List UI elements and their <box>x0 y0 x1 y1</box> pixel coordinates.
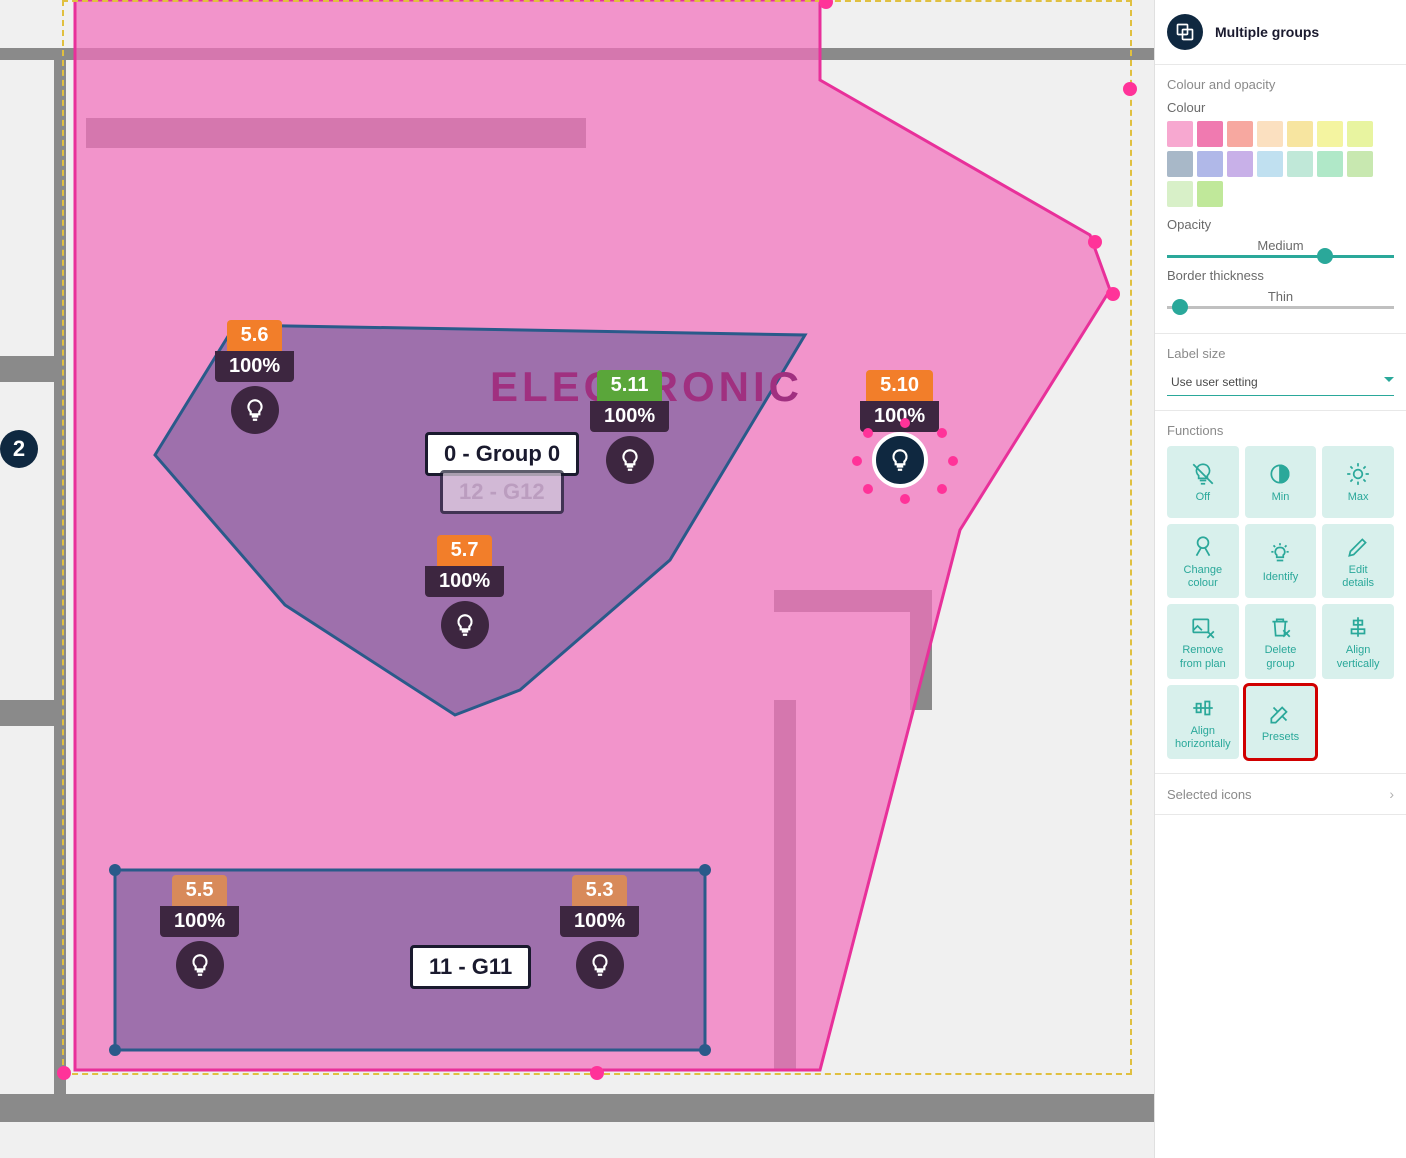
align-v-icon <box>1345 614 1371 640</box>
panel-title: Multiple groups <box>1215 24 1319 40</box>
remove-from-plan-button[interactable]: Removefrom plan <box>1167 604 1239 678</box>
colour-swatch[interactable] <box>1227 151 1253 177</box>
colour-opacity-section: Colour and opacity Colour Opacity Medium… <box>1155 65 1406 334</box>
fn-label: Alignhorizontally <box>1175 725 1231 751</box>
colour-swatch[interactable] <box>1347 121 1373 147</box>
label-size-section: Label size Use user setting <box>1155 334 1406 411</box>
fn-label: Editdetails <box>1342 564 1374 590</box>
light-marker[interactable]: 5.5100% <box>160 875 239 989</box>
colour-label: Colour <box>1167 100 1394 115</box>
light-marker[interactable]: 5.7100% <box>425 535 504 649</box>
fn-label: Alignvertically <box>1337 644 1380 670</box>
off-button[interactable]: Off <box>1167 446 1239 518</box>
selected-icons-accordion[interactable]: Selected icons › <box>1155 774 1406 815</box>
colour-swatch[interactable] <box>1167 121 1193 147</box>
border-value: Thin <box>1167 289 1394 304</box>
light-id-tag: 5.11 <box>597 370 663 401</box>
border-label: Border thickness <box>1167 268 1394 283</box>
colour-swatch[interactable] <box>1197 181 1223 207</box>
fn-label: Max <box>1348 491 1369 504</box>
light-brightness: 100% <box>425 566 504 597</box>
floor-badge[interactable]: 2 <box>0 430 38 468</box>
bulb-icon[interactable] <box>576 941 624 989</box>
palette-icon <box>1190 534 1216 560</box>
section-title: Colour and opacity <box>1167 77 1394 92</box>
colour-swatch[interactable] <box>1227 121 1253 147</box>
opacity-slider[interactable]: Medium <box>1167 238 1394 258</box>
fn-label: Off <box>1196 491 1210 504</box>
properties-panel: Multiple groups Colour and opacity Colou… <box>1154 0 1406 1158</box>
light-brightness: 100% <box>560 906 639 937</box>
delete-group-button[interactable]: Deletegroup <box>1245 604 1317 678</box>
light-brightness: 100% <box>590 401 669 432</box>
pencil-icon <box>1345 534 1371 560</box>
bulb-icon[interactable] <box>441 601 489 649</box>
light-id-tag: 5.7 <box>437 535 493 566</box>
border-slider[interactable]: Thin <box>1167 289 1394 309</box>
functions-section: Functions Off Min Max Changecolour Identify E… <box>1155 411 1406 774</box>
functions-title: Functions <box>1167 423 1394 438</box>
fn-label: Changecolour <box>1184 564 1223 590</box>
light-marker[interactable]: 5.6100% <box>215 320 294 434</box>
selected-icons-label: Selected icons <box>1167 787 1252 802</box>
fn-label: Min <box>1272 491 1290 504</box>
light-brightness: 100% <box>215 351 294 382</box>
align-horizontally-button[interactable]: Alignhorizontally <box>1167 685 1239 759</box>
light-marker[interactable]: 5.3100% <box>560 875 639 989</box>
fn-label: Presets <box>1262 731 1299 744</box>
image-x-icon <box>1190 614 1216 640</box>
bulb-icon[interactable] <box>176 941 224 989</box>
selection-ring <box>860 428 940 484</box>
opacity-value: Medium <box>1167 238 1394 253</box>
colour-swatch[interactable] <box>1317 151 1343 177</box>
fn-label: Identify <box>1263 571 1298 584</box>
identify-button[interactable]: Identify <box>1245 524 1317 598</box>
colour-swatch[interactable] <box>1257 151 1283 177</box>
colour-swatch[interactable] <box>1197 151 1223 177</box>
group-label[interactable]: 11 - G11 <box>410 945 531 989</box>
colour-swatch[interactable] <box>1167 181 1193 207</box>
chevron-right-icon: › <box>1389 786 1394 802</box>
colour-swatch[interactable] <box>1167 151 1193 177</box>
label-size-title: Label size <box>1167 346 1394 361</box>
light-id-tag: 5.10 <box>866 370 933 401</box>
colour-swatch[interactable] <box>1287 151 1313 177</box>
align-vertically-button[interactable]: Alignvertically <box>1322 604 1394 678</box>
change-colour-button[interactable]: Changecolour <box>1167 524 1239 598</box>
edit-details-button[interactable]: Editdetails <box>1322 524 1394 598</box>
align-h-icon <box>1190 695 1216 721</box>
trash-x-icon <box>1267 614 1293 640</box>
min-button[interactable]: Min <box>1245 446 1317 518</box>
light-marker[interactable]: 5.11100% <box>590 370 669 484</box>
light-id-tag: 5.3 <box>572 875 628 906</box>
label-size-dropdown[interactable]: Use user setting <box>1167 369 1394 396</box>
light-id-tag: 5.5 <box>172 875 228 906</box>
bulb-off-icon <box>1190 461 1216 487</box>
colour-swatch[interactable] <box>1257 121 1283 147</box>
panel-header: Multiple groups <box>1155 0 1406 65</box>
bulb-icon[interactable] <box>231 386 279 434</box>
contrast-icon <box>1267 461 1293 487</box>
fn-label: Removefrom plan <box>1180 644 1226 670</box>
groups-icon <box>1167 14 1203 50</box>
presets-button[interactable]: Presets <box>1245 685 1317 759</box>
max-button[interactable]: Max <box>1322 446 1394 518</box>
light-marker[interactable]: 5.10100% <box>860 370 939 484</box>
sun-icon <box>1345 461 1371 487</box>
bulb-icon[interactable] <box>606 436 654 484</box>
colour-swatch[interactable] <box>1317 121 1343 147</box>
tools-icon <box>1267 701 1293 727</box>
floor-plan-canvas[interactable]: ELECTRONIC 2 5.6100%5.11100%5.10100%5.71… <box>0 0 1154 1158</box>
light-id-tag: 5.6 <box>227 320 283 351</box>
opacity-label: Opacity <box>1167 217 1394 232</box>
fn-label: Deletegroup <box>1265 644 1297 670</box>
group-label[interactable]: 12 - G12 <box>440 470 564 514</box>
colour-swatches <box>1167 121 1394 207</box>
colour-swatch[interactable] <box>1197 121 1223 147</box>
light-brightness: 100% <box>160 906 239 937</box>
bulb-rays-icon <box>1267 541 1293 567</box>
colour-swatch[interactable] <box>1287 121 1313 147</box>
colour-swatch[interactable] <box>1347 151 1373 177</box>
